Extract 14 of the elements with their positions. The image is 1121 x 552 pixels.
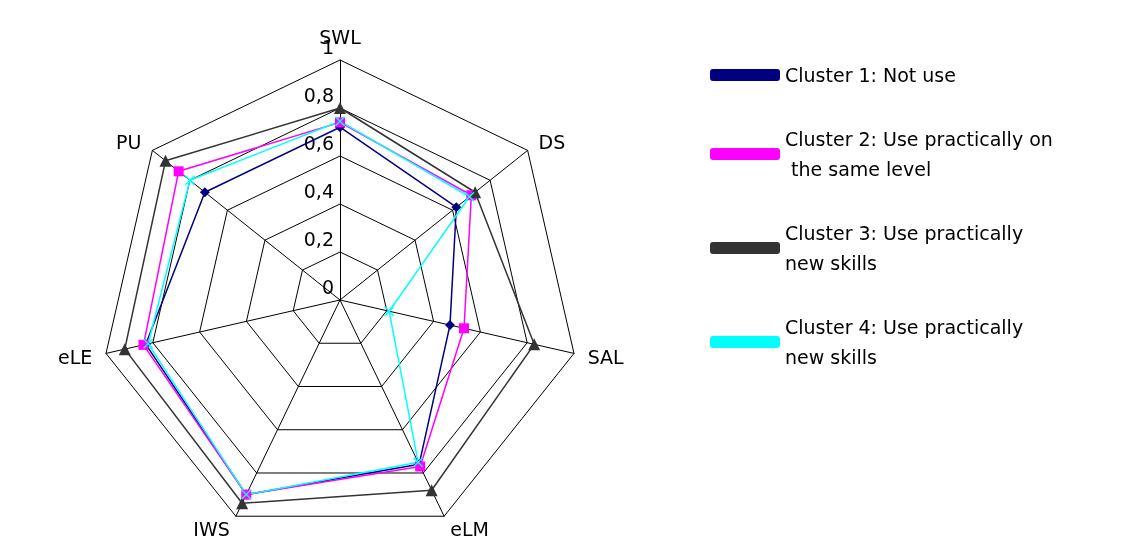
spoke-label: PU xyxy=(116,130,142,153)
y-tick-label: 0,4 xyxy=(303,179,334,202)
spoke-label: eLE xyxy=(58,345,93,368)
spoke-label: IWS xyxy=(193,517,230,540)
legend-label: Cluster 3: Use practically new skills xyxy=(785,222,1030,274)
legend-label: Cluster 1: Not use xyxy=(785,64,956,86)
y-tick-label: 0,6 xyxy=(303,131,334,154)
spoke-label: eLM xyxy=(450,517,489,540)
y-tick-label: 0,2 xyxy=(303,227,334,250)
legend-label: Cluster 2: Use practically on the same level xyxy=(785,128,1053,180)
y-tick-label: 0,8 xyxy=(303,83,334,106)
legend-label: Cluster 4: Use practically new skills xyxy=(785,316,1030,368)
spoke-label: DS xyxy=(538,130,566,153)
spoke-label: SAL xyxy=(587,345,625,368)
